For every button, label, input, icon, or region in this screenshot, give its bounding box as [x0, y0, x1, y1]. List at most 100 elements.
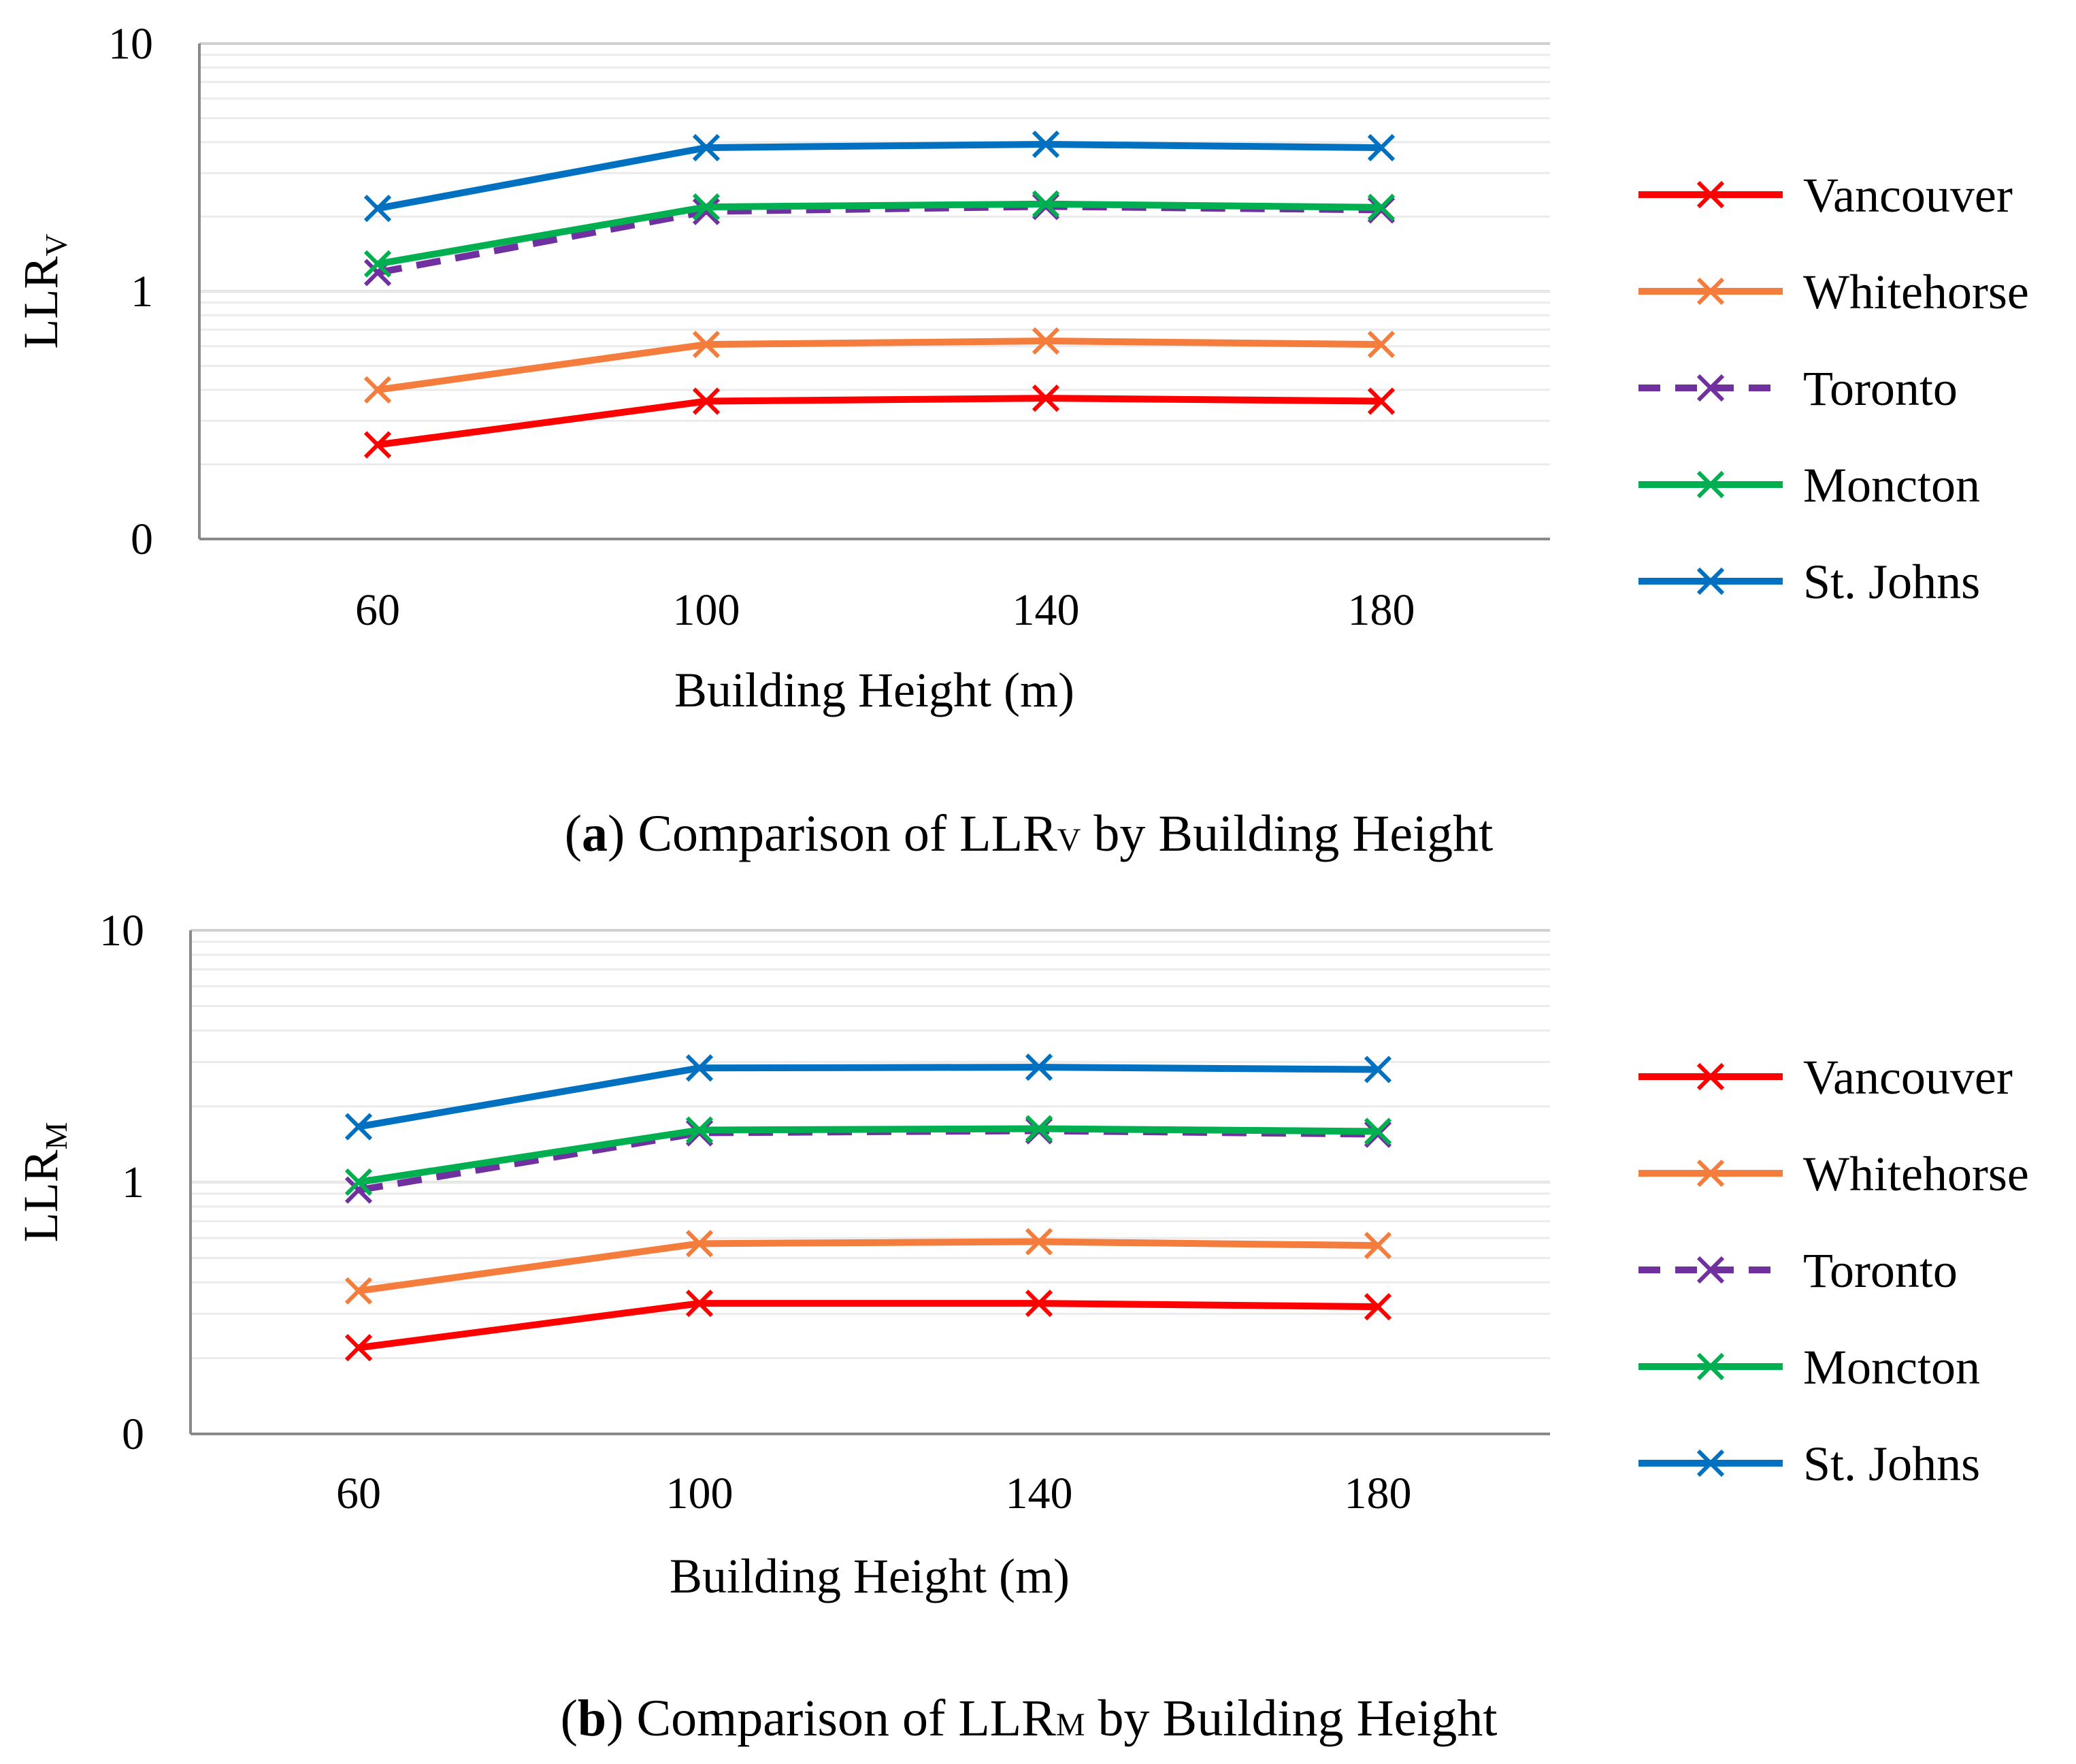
- data-point-moncton: [1367, 193, 1396, 221]
- data-point-vancouver: [685, 1290, 714, 1318]
- chart-a: 0 1 10 60 100 140 180 LLRV Building Height (m…: [14, 19, 2029, 862]
- legend-item-whitehorse: Whitehorse: [1638, 265, 2029, 319]
- data-point-whitehorse: [685, 1230, 714, 1258]
- data-point-moncton: [692, 193, 721, 221]
- data-point-vancouver: [1025, 1290, 1053, 1318]
- grid-lines-a: [199, 42, 1550, 466]
- x-axis-title-a: Building Height (m): [674, 663, 1074, 717]
- data-point-moncton: [1025, 1115, 1053, 1143]
- legend-label: Moncton: [1803, 458, 1980, 512]
- data-point-st-johns: [363, 195, 392, 223]
- chart-b: 0 1 10 60 100 140 180 LLRM Building Height (m…: [14, 906, 2029, 1747]
- series-vancouver-a: [363, 385, 1396, 459]
- series-line-moncton: [377, 200, 1382, 267]
- data-point-st-johns: [685, 1054, 714, 1082]
- data-point-whitehorse: [1364, 1232, 1392, 1260]
- legend-item-vancouver: Vancouver: [1638, 1050, 2013, 1105]
- legend-b: Vancouver Whitehorse Toronto Moncton St. Joh…: [1638, 1050, 2029, 1491]
- data-point-whitehorse: [1032, 327, 1060, 355]
- series-whitehorse-b: [344, 1228, 1392, 1305]
- legend-label: Whitehorse: [1803, 1147, 2029, 1201]
- data-point-whitehorse: [692, 331, 721, 359]
- data-point-vancouver: [363, 431, 392, 459]
- y-tick-label: 10: [99, 906, 144, 956]
- data-point-toronto: [692, 197, 721, 225]
- legend-marker-icon: [1696, 180, 1725, 209]
- series-moncton-b: [344, 1115, 1392, 1196]
- legend-marker-icon: [1696, 374, 1725, 402]
- data-point-whitehorse: [344, 1277, 373, 1305]
- x-tick-label: 100: [673, 585, 740, 635]
- x-tick-label: 140: [1006, 1469, 1073, 1518]
- legend-marker-icon: [1696, 1256, 1725, 1284]
- data-point-moncton: [685, 1116, 714, 1144]
- x-tick-labels-a: 60 100 140 180: [355, 585, 1415, 635]
- series-st-johns-a: [363, 130, 1396, 223]
- x-tick-label: 180: [1345, 1469, 1412, 1518]
- data-point-whitehorse: [363, 376, 392, 404]
- series-line-st-johns: [377, 141, 1382, 212]
- legend-label: Moncton: [1803, 1340, 1980, 1394]
- x-tick-label: 180: [1348, 585, 1415, 635]
- y-tick-label: 0: [122, 1409, 144, 1459]
- x-tick-label: 60: [336, 1469, 381, 1518]
- series-line-whitehorse: [377, 338, 1382, 393]
- y-tick-label: 0: [131, 514, 153, 564]
- x-tick-labels-b: 60 100 140 180: [336, 1469, 1412, 1518]
- series-st-johns-b: [344, 1054, 1392, 1141]
- series-whitehorse-a: [363, 327, 1396, 404]
- y-axis-title-b: LLRM: [14, 1122, 73, 1243]
- legend-label: Vancouver: [1803, 1050, 2013, 1105]
- legend-item-st-johns: St. Johns: [1638, 555, 1980, 609]
- data-point-vancouver: [692, 387, 721, 415]
- legend-a: Vancouver Whitehorse Toronto Moncton St. Joh…: [1638, 168, 2029, 609]
- data-point-st-johns: [1025, 1054, 1053, 1081]
- x-tick-label: 100: [666, 1469, 734, 1518]
- legend-marker-icon: [1696, 277, 1725, 306]
- legend-label: Toronto: [1803, 361, 1958, 416]
- legend-item-st-johns: St. Johns: [1638, 1437, 1980, 1491]
- legend-marker-icon: [1696, 470, 1725, 499]
- legend-item-moncton: Moncton: [1638, 1340, 1980, 1394]
- data-point-st-johns: [344, 1113, 373, 1141]
- data-point-moncton: [344, 1168, 373, 1196]
- series-moncton-a: [363, 190, 1396, 278]
- data-point-st-johns: [1032, 130, 1060, 159]
- data-point-vancouver: [1032, 385, 1060, 412]
- caption-a: (a) Comparison of LLRV by Building Heigh…: [565, 805, 1494, 862]
- legend-label: St. Johns: [1803, 1437, 1980, 1491]
- data-point-moncton: [1364, 1117, 1392, 1145]
- legend-label: Whitehorse: [1803, 265, 2029, 319]
- data-point-whitehorse: [1367, 331, 1396, 359]
- legend-marker-icon: [1696, 1159, 1725, 1188]
- caption-b: (b) Comparison of LLRM by Building Heigh…: [561, 1690, 1498, 1747]
- y-tick-labels-a: 0 1 10: [108, 19, 153, 564]
- data-point-vancouver: [344, 1334, 373, 1362]
- legend-label: Toronto: [1803, 1243, 1958, 1298]
- legend-marker-icon: [1696, 1352, 1725, 1381]
- data-point-st-johns: [692, 133, 721, 162]
- grid-lines-b: [191, 929, 1550, 1360]
- series-group-a: [363, 130, 1396, 459]
- series-line-st-johns: [358, 1064, 1379, 1130]
- y-tick-label: 1: [131, 267, 153, 316]
- data-point-moncton: [363, 250, 392, 278]
- x-tick-label: 60: [355, 585, 400, 635]
- y-tick-label: 10: [108, 19, 153, 69]
- data-point-vancouver: [1367, 387, 1396, 415]
- legend-marker-icon: [1696, 567, 1725, 595]
- series-group-b: [344, 1054, 1392, 1362]
- legend-label: St. Johns: [1803, 555, 1980, 609]
- legend-label: Vancouver: [1803, 168, 2013, 223]
- legend-item-moncton: Moncton: [1638, 458, 1980, 512]
- series-line-vancouver: [358, 1300, 1379, 1352]
- x-tick-label: 140: [1012, 585, 1080, 635]
- data-point-st-johns: [1367, 133, 1396, 162]
- legend-marker-icon: [1696, 1062, 1725, 1091]
- series-line-vancouver: [377, 395, 1382, 448]
- legend-item-toronto: Toronto: [1638, 1243, 1958, 1298]
- series-vancouver-b: [344, 1290, 1392, 1362]
- y-axis-title-a: LLRV: [14, 233, 73, 348]
- data-point-whitehorse: [1025, 1228, 1053, 1256]
